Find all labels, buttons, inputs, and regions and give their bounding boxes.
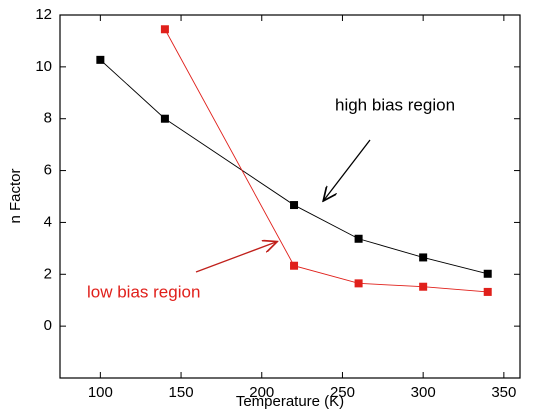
y-tick-label: 8 <box>44 110 52 127</box>
x-tick-label: 100 <box>88 384 113 401</box>
series-line <box>100 59 488 275</box>
x-tick-label: 300 <box>411 384 436 401</box>
y-tick-label: 12 <box>35 6 52 23</box>
annotation-arrow <box>195 242 276 273</box>
x-tick-label: 250 <box>330 384 355 401</box>
legend-annotation: high bias region <box>335 95 455 114</box>
y-tick-label: 4 <box>44 213 52 230</box>
y-tick-label: 0 <box>44 317 52 334</box>
x-tick-label: 150 <box>169 384 194 401</box>
data-point <box>290 261 299 270</box>
data-point <box>483 269 492 278</box>
y-axis-label: n Factor <box>7 168 24 223</box>
y-tick-label: 10 <box>35 58 52 75</box>
data-point <box>419 282 428 291</box>
data-point <box>290 201 299 210</box>
data-point <box>160 114 169 123</box>
y-tick-label: 6 <box>44 162 52 179</box>
annotation-arrow <box>324 139 371 200</box>
data-point <box>96 55 105 64</box>
data-point <box>483 287 492 296</box>
y-tick-label: 2 <box>44 265 52 282</box>
plot-frame <box>59 14 521 379</box>
legend-annotation: low bias region <box>87 282 200 301</box>
x-tick-label: 350 <box>491 384 516 401</box>
data-point <box>419 253 428 262</box>
data-point <box>354 234 363 243</box>
x-axis-label: Temperature (K) <box>236 393 344 410</box>
x-tick-label: 200 <box>249 384 274 401</box>
series-line <box>164 29 488 293</box>
data-point <box>160 25 169 34</box>
data-point <box>354 279 363 288</box>
